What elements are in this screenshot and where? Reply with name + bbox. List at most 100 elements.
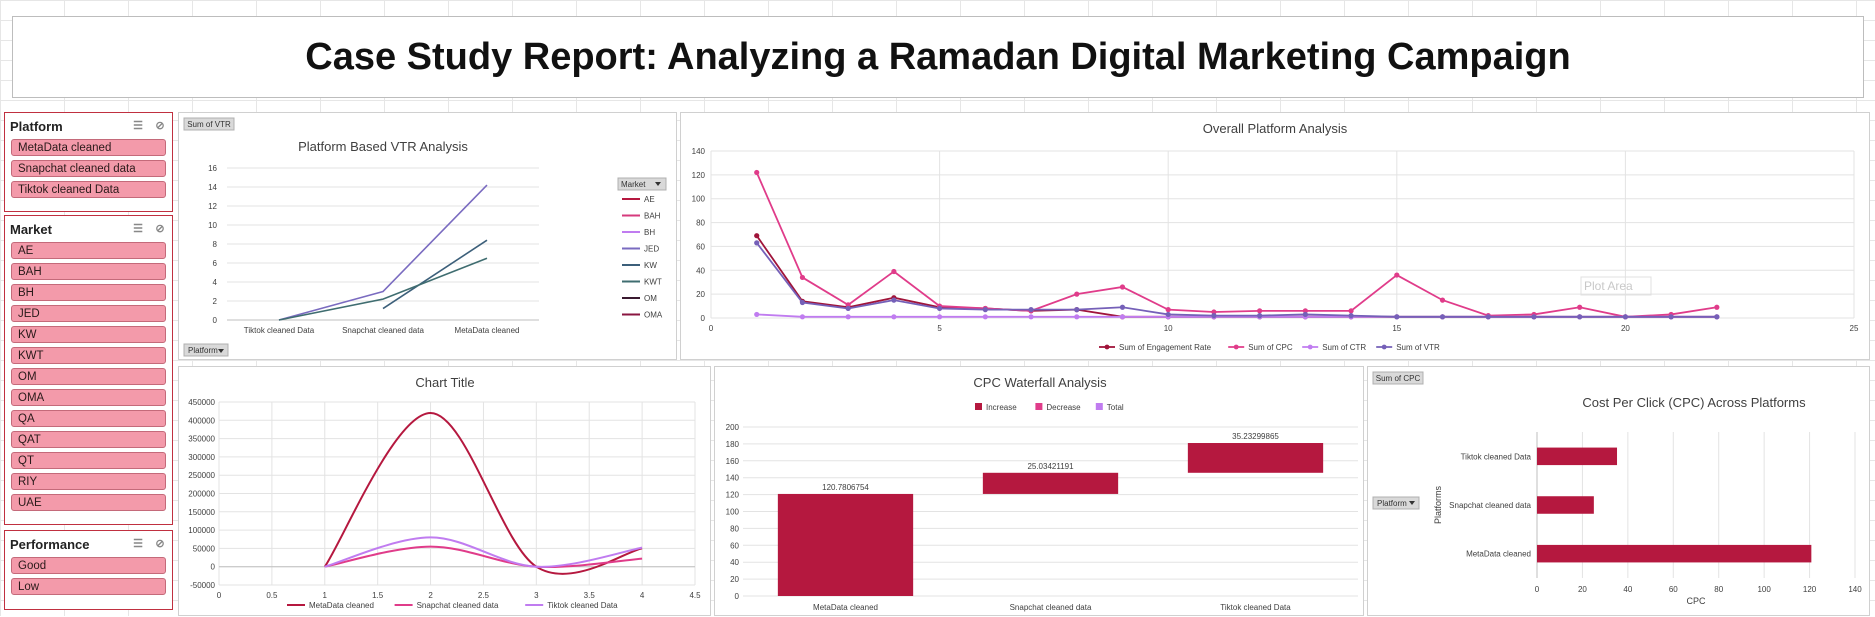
slicer-item-ae[interactable]: AE xyxy=(11,242,166,259)
y-tick-label: 60 xyxy=(696,242,705,251)
chevron-down-icon xyxy=(655,182,661,186)
data-point xyxy=(1028,314,1034,320)
x-tick-label: 80 xyxy=(1714,585,1723,594)
axis-field-button xyxy=(1372,496,1420,510)
legend-label: AE xyxy=(644,195,655,204)
slicer-item-snapchat[interactable]: Snapchat cleaned data xyxy=(11,160,166,177)
data-point xyxy=(1257,313,1263,319)
legend-label: Decrease xyxy=(1046,403,1081,412)
data-point xyxy=(1074,307,1080,313)
legend-label: BH xyxy=(644,228,655,237)
slicer-item-kw[interactable]: KW xyxy=(11,326,166,343)
chart-title: Overall Platform Analysis xyxy=(1203,121,1348,136)
slicer-item-good[interactable]: Good xyxy=(11,557,166,574)
performance-slicer-title: Performance xyxy=(10,536,90,552)
y-tick-label: 40 xyxy=(696,266,705,275)
waterfall-bar xyxy=(777,493,914,596)
x-tick-label: Snapchat cleaned data xyxy=(342,326,424,335)
y-tick-label: 2 xyxy=(213,297,218,306)
data-point xyxy=(1394,314,1400,320)
report-title-box[interactable]: Case Study Report: Analyzing a Ramadan D… xyxy=(12,16,1864,98)
clear-filter-icon[interactable]: ⊘ xyxy=(155,538,165,550)
slicer-item-kwt[interactable]: KWT xyxy=(11,347,166,364)
cpc-chart: Sum of CPC Cost Per Click (CPC) Across Pl… xyxy=(1372,371,1862,606)
legend-label: Sum of CPC xyxy=(1248,343,1293,352)
y-tick-label: 140 xyxy=(726,474,740,483)
series-line xyxy=(756,242,1717,318)
x-tick-label: 2 xyxy=(428,591,433,600)
data-point xyxy=(937,305,943,312)
clear-filter-icon[interactable]: ⊘ xyxy=(155,223,165,235)
series-line xyxy=(755,172,1717,318)
slicer-item-om[interactable]: OM xyxy=(11,368,166,385)
x-tick-label: 25 xyxy=(1850,324,1859,333)
legend-label: Sum of Engagement Rate xyxy=(1119,343,1212,352)
legend-marker xyxy=(1307,344,1313,350)
data-point xyxy=(1439,314,1446,320)
data-point xyxy=(845,302,851,308)
data-point xyxy=(937,314,943,320)
chart-title: Platform Based VTR Analysis xyxy=(298,139,468,154)
slicer-item-oma[interactable]: OMA xyxy=(11,389,166,406)
cpc-chart-panel[interactable]: Sum of CPC Cost Per Click (CPC) Across Pl… xyxy=(1367,366,1870,616)
x-tick-label: 3 xyxy=(534,591,539,600)
y-tick-label: 200000 xyxy=(188,490,215,499)
y-tick-label: 60 xyxy=(730,541,739,550)
multi-select-icon[interactable]: ☰ xyxy=(133,538,143,550)
y-tick-label: 150000 xyxy=(188,508,215,517)
slicer-item-qa[interactable]: QA xyxy=(11,410,166,427)
overall-chart-panel[interactable]: Overall Platform Analysis 0 20 40 60 80 100 120… xyxy=(680,112,1870,360)
clear-filter-icon[interactable]: ⊘ xyxy=(155,120,165,132)
data-label: 120.7806754 xyxy=(822,483,869,492)
data-point xyxy=(1714,314,1720,320)
data-point xyxy=(1074,314,1080,320)
slicer-item-uae[interactable]: UAE xyxy=(11,494,166,511)
legend-label: KWT xyxy=(644,278,662,287)
slicer-item-jed[interactable]: JED xyxy=(11,305,166,322)
legend-label: BAH xyxy=(644,212,661,221)
chart-title: Chart Title xyxy=(415,375,474,390)
x-tick-label: Tiktok cleaned Data xyxy=(1220,603,1291,612)
bar xyxy=(1537,496,1594,514)
report-title: Case Study Report: Analyzing a Ramadan D… xyxy=(305,35,1571,78)
data-point xyxy=(1394,272,1400,278)
data-point xyxy=(754,311,760,318)
bar xyxy=(1537,447,1618,466)
slicer-item-qt[interactable]: QT xyxy=(11,452,166,469)
market-slicer[interactable]: Market ☰ ⊘ AE BAH BH JED KW KWT OM OMA Q… xyxy=(4,215,173,525)
data-point xyxy=(1211,309,1217,315)
x-tick-label: Snapchat cleaned data xyxy=(1010,603,1092,612)
multi-select-icon[interactable]: ☰ xyxy=(133,120,143,132)
series-line-jed xyxy=(278,184,488,321)
slicer-item-riy[interactable]: RIY xyxy=(11,473,166,490)
axis-field-button-label: Platform xyxy=(1377,499,1407,508)
data-point xyxy=(891,314,897,320)
smooth-chart-panel[interactable]: Chart Title -50000 0 50000 100000 150000 20000… xyxy=(178,366,711,616)
axis-field-button xyxy=(183,343,229,357)
performance-slicer[interactable]: Performance ☰ ⊘ Good Low xyxy=(4,530,173,610)
legend-swatch xyxy=(1035,403,1043,410)
series-line-kw xyxy=(382,239,488,310)
slicer-item-low[interactable]: Low xyxy=(11,578,166,595)
multi-select-icon[interactable]: ☰ xyxy=(133,223,143,235)
y-tick-label: 20 xyxy=(696,290,705,299)
waterfall-chart-panel[interactable]: CPC Waterfall Analysis Increase Decrease To… xyxy=(714,366,1364,616)
series-curve xyxy=(323,411,643,575)
x-tick-label: 0 xyxy=(709,324,714,333)
x-tick-label: 1 xyxy=(323,591,328,600)
slicer-item-bh[interactable]: BH xyxy=(11,284,166,301)
data-point xyxy=(1622,314,1628,320)
slicer-item-bah[interactable]: BAH xyxy=(11,263,166,280)
legend-marker xyxy=(1104,344,1110,350)
slicer-item-metadata[interactable]: MetaData cleaned xyxy=(11,139,166,156)
field-button xyxy=(1372,371,1424,385)
vtr-chart: Sum of VTR Platform Based VTR Analysis 0 2 4… xyxy=(183,117,667,357)
platform-slicer[interactable]: Platform ☰ ⊘ MetaData cleaned Snapchat c… xyxy=(4,112,173,212)
data-point xyxy=(754,240,760,246)
vtr-chart-panel[interactable]: Sum of VTR Platform Based VTR Analysis 0 2 4… xyxy=(178,112,677,360)
slicer-item-qat[interactable]: QAT xyxy=(11,431,166,448)
slicer-item-tiktok[interactable]: Tiktok cleaned Data xyxy=(11,181,166,198)
x-tick-label: Tiktok cleaned Data xyxy=(244,326,315,335)
legend-field-button-label: Market xyxy=(621,180,646,189)
data-point xyxy=(1119,304,1126,310)
